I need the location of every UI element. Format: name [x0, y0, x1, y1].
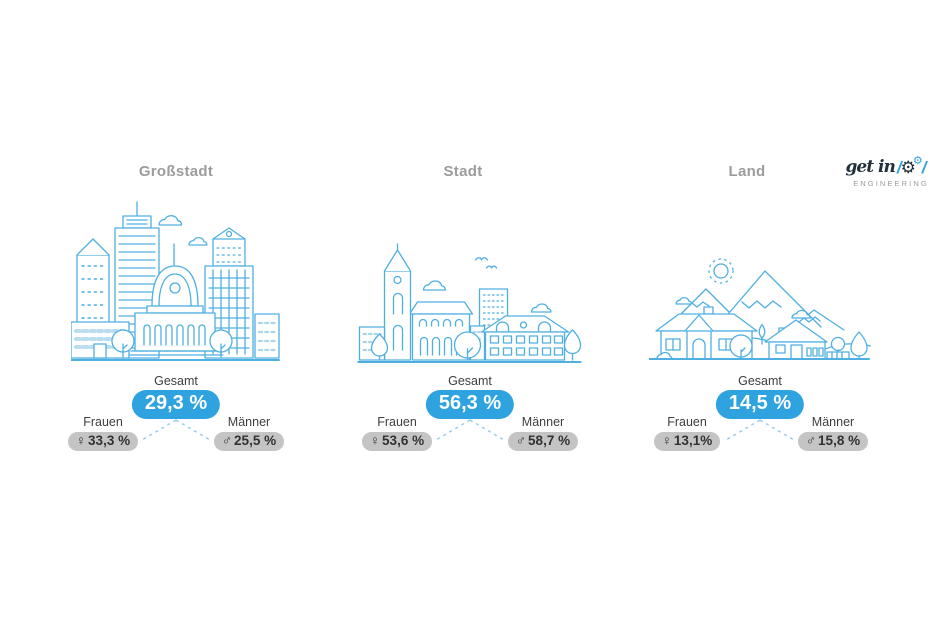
stats-group: Gesamt 56,3 % Frauen ♀ 53,6 % Männer ♂ 58,…: [360, 374, 580, 462]
male-value: 15,8 %: [818, 433, 861, 448]
column-title: Stadt: [443, 163, 483, 180]
female-value: 13,1%: [673, 433, 713, 448]
male-value-pill: ♂ 15,8 %: [797, 432, 869, 451]
stats-group: Gesamt 14,5 % Frauen ♀ 13,1% Männer ♂ 15,8…: [650, 374, 870, 462]
getin-engineering-logo: get in / ⚙ ⚙ / ENGINEERING: [839, 155, 933, 189]
tree-icon: [830, 336, 846, 352]
female-value-pill: ♀ 33,3 %: [67, 432, 139, 451]
male-label: Männer: [227, 415, 271, 429]
female-value: 53,6 %: [382, 433, 425, 448]
female-icon: ♀: [661, 433, 672, 448]
column-title: Großstadt: [138, 163, 214, 180]
logo-subtitle: ENGINEERING: [853, 179, 929, 188]
big-city-skyline-drawing: [70, 201, 280, 361]
total-label: Gesamt: [154, 374, 198, 388]
female-label: Frauen: [377, 415, 417, 429]
male-icon: ♂: [515, 433, 527, 448]
slash-glyph: /: [896, 158, 902, 177]
male-stat: Männer ♂ 15,8 %: [796, 415, 870, 451]
bush-icon: [656, 351, 673, 360]
gear-icon: ⚙: [900, 158, 916, 177]
male-value-pill: ♂ 58,7 %: [507, 432, 579, 451]
logo-wordmark: get in: [845, 157, 896, 177]
bird-icon: [485, 265, 498, 269]
column-grossstadt: Großstadt: [66, 163, 286, 463]
column-land: Land: [648, 163, 872, 463]
male-label: Männer: [521, 415, 565, 429]
male-value: 58,7 %: [528, 433, 571, 448]
logo-wordmark-row: get in / ⚙ ⚙ /: [839, 155, 933, 177]
female-value-pill: ♀ 53,6 %: [361, 432, 433, 451]
total-value-pill: 56,3 %: [425, 390, 515, 419]
male-icon: ♂: [221, 433, 233, 448]
bird-icon: [474, 257, 489, 261]
countryside-illustration: [648, 252, 872, 364]
total-value-pill: 29,3 %: [131, 390, 221, 419]
female-stat: Frauen ♀ 53,6 %: [360, 415, 434, 451]
tree-icon: [758, 323, 766, 339]
town-with-church-drawing: [356, 243, 582, 363]
female-icon: ♀: [75, 433, 87, 448]
female-label: Frauen: [667, 415, 707, 429]
total-label: Gesamt: [448, 374, 492, 388]
female-value: 33,3 %: [88, 433, 131, 448]
tree-icon: [850, 331, 868, 357]
gear-small-icon: ⚙: [912, 155, 923, 167]
female-label: Frauen: [83, 415, 123, 429]
cloud-icon: [422, 280, 446, 291]
cloud-icon: [188, 236, 208, 246]
male-icon: ♂: [805, 433, 817, 448]
female-stat: Frauen ♀ 13,1%: [650, 415, 724, 451]
tree-icon: [563, 329, 582, 355]
male-value: 25,5 %: [234, 433, 277, 448]
cloud-icon: [675, 296, 693, 305]
slash-glyph: /: [921, 158, 927, 177]
female-icon: ♀: [369, 433, 381, 448]
stats-group: Gesamt 29,3 % Frauen ♀ 33,3 % Männer ♂ 25,…: [66, 374, 286, 462]
female-value-pill: ♀ 13,1%: [653, 432, 721, 451]
male-value-pill: ♂ 25,5 %: [213, 432, 285, 451]
cloud-icon: [158, 215, 183, 226]
sun-icon: [713, 263, 729, 279]
male-label: Männer: [811, 415, 855, 429]
cloud-icon: [791, 309, 811, 319]
city-illustration: [70, 192, 281, 364]
total-value-pill: 14,5 %: [715, 390, 805, 419]
cloud-icon: [530, 303, 552, 313]
town-illustration: [356, 242, 583, 364]
column-title: Land: [728, 163, 766, 180]
male-stat: Männer ♂ 58,7 %: [506, 415, 580, 451]
column-stadt: Stadt: [356, 163, 582, 463]
male-stat: Männer ♂ 25,5 %: [212, 415, 286, 451]
total-label: Gesamt: [738, 374, 782, 388]
female-stat: Frauen ♀ 33,3 %: [66, 415, 140, 451]
countryside-mountains-drawing: [648, 258, 872, 360]
